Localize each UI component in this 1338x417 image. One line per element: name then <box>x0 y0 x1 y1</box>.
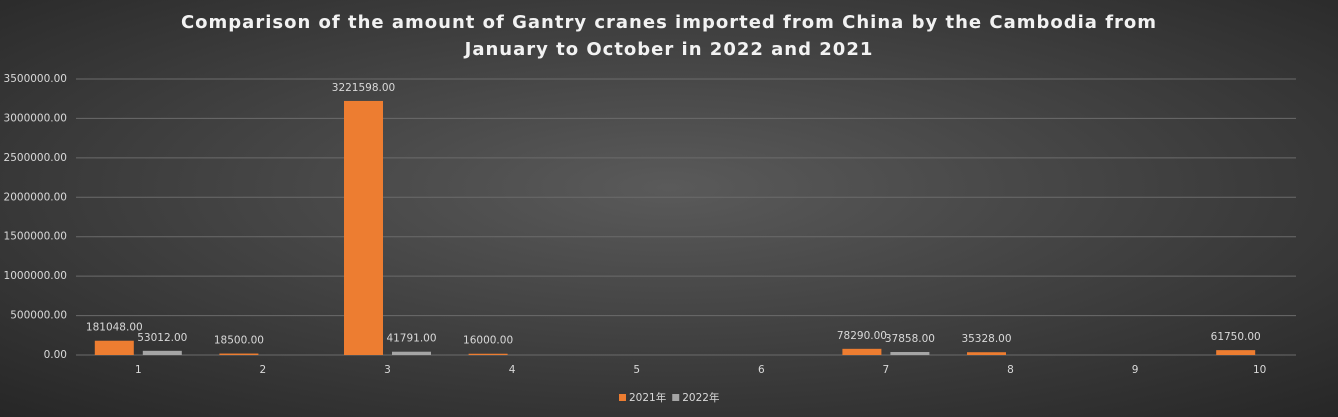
y-tick-label: 500000.00 <box>10 310 67 322</box>
data-label: 61750.00 <box>1211 331 1261 343</box>
bar <box>842 348 882 355</box>
y-tick-label: 1500000.00 <box>4 231 67 243</box>
y-tick-label: 1000000.00 <box>4 270 67 282</box>
y-tick-label: 3000000.00 <box>4 112 67 124</box>
data-label: 41791.00 <box>386 333 436 345</box>
x-tick-label: 9 <box>1132 364 1139 376</box>
x-tick-label: 5 <box>633 364 640 376</box>
x-tick-label: 7 <box>883 364 890 376</box>
x-tick-label: 4 <box>509 364 516 376</box>
data-label: 35328.00 <box>961 333 1011 345</box>
x-tick-label: 1 <box>135 364 142 376</box>
y-tick-label: 0.00 <box>44 349 67 361</box>
bar <box>392 351 431 355</box>
x-tick-label: 3 <box>384 364 391 376</box>
data-label: 3221598.00 <box>332 82 395 94</box>
y-tick-label: 2000000.00 <box>4 191 67 203</box>
x-tick-label: 10 <box>1253 364 1266 376</box>
data-label: 18500.00 <box>214 335 264 347</box>
bar <box>468 353 508 355</box>
y-tick-label: 2500000.00 <box>4 152 67 164</box>
bar <box>967 352 1006 355</box>
legend-label: 2021年 <box>629 391 666 404</box>
bar <box>219 353 259 355</box>
data-label: 16000.00 <box>463 335 513 347</box>
bar <box>1216 350 1256 355</box>
data-label: 181048.00 <box>86 322 143 334</box>
data-label: 78290.00 <box>837 330 887 342</box>
data-label: 53012.00 <box>137 332 187 344</box>
bar <box>890 352 930 355</box>
legend-swatch <box>619 394 626 401</box>
x-tick-label: 6 <box>758 364 765 376</box>
legend-swatch <box>672 394 680 401</box>
x-tick-label: 8 <box>1007 364 1014 376</box>
legend-label: 2022年 <box>682 391 719 404</box>
data-label: 37858.00 <box>885 333 935 345</box>
x-tick-label: 2 <box>260 364 267 376</box>
y-tick-label: 3500000.00 <box>4 73 67 85</box>
bar <box>142 350 182 355</box>
bar <box>94 340 134 355</box>
chart-title: Comparison of the amount of Gantry crane… <box>180 12 1158 60</box>
bar <box>344 100 383 356</box>
